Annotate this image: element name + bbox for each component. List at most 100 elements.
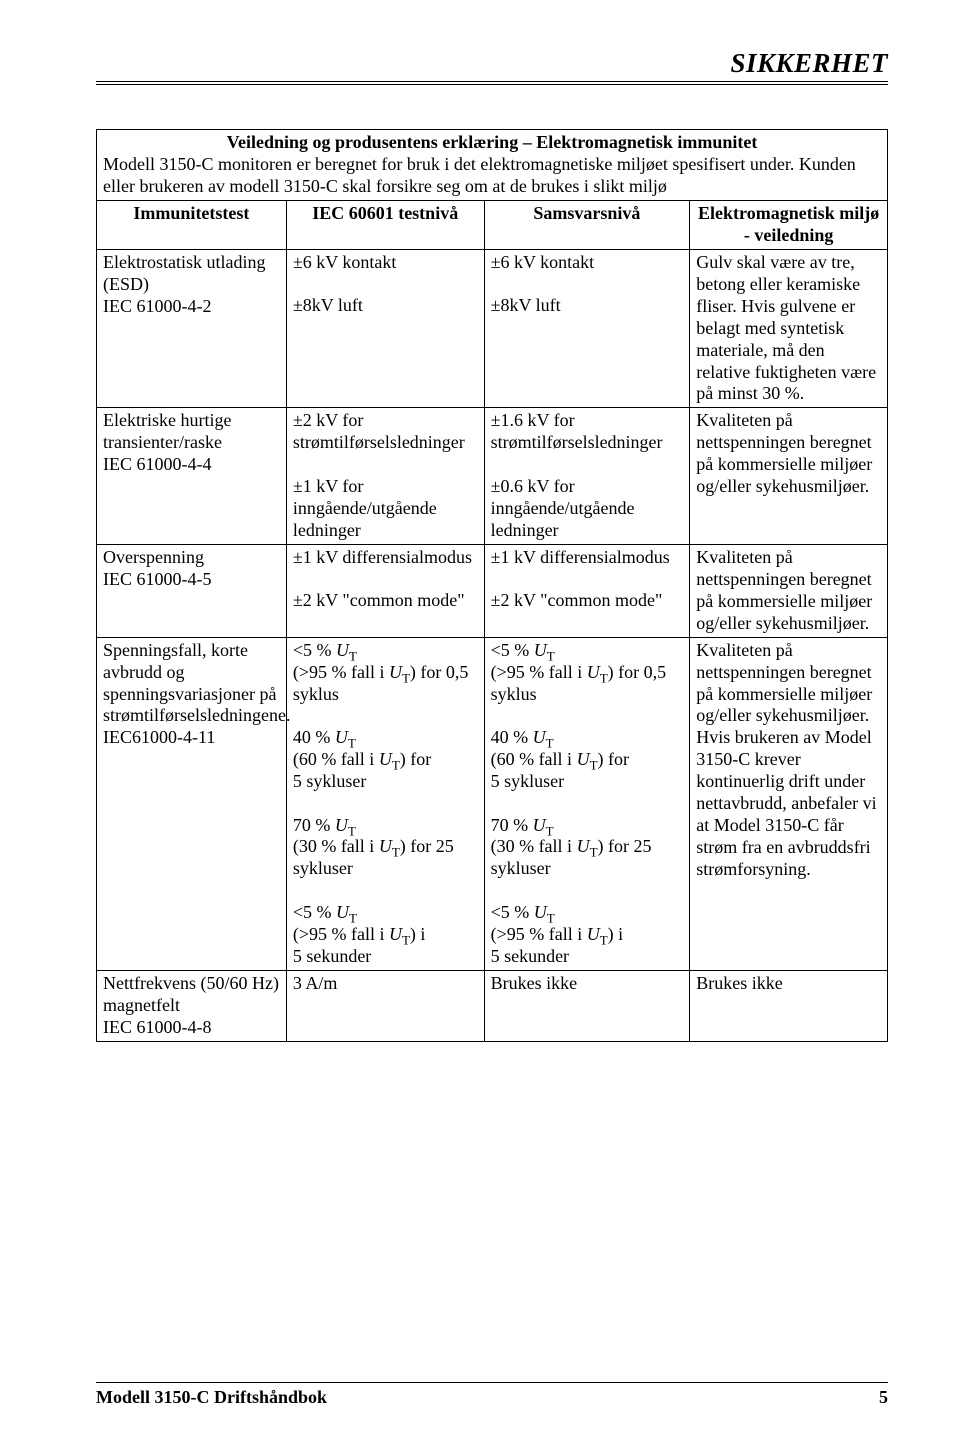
text: U xyxy=(534,640,547,660)
text: ±8kV luft xyxy=(491,295,561,315)
col-header-test: Immunitetstest xyxy=(97,200,287,249)
cell-test-esd: Elektrostatisk utlading (ESD) IEC 61000-… xyxy=(97,249,287,408)
text: 40 % xyxy=(293,727,335,747)
text: <5 % xyxy=(491,902,534,922)
text: (>95 % fall i xyxy=(293,662,389,682)
text: 5 sykluser xyxy=(491,771,565,791)
cell-comp-eft: ±1.6 kV for strømtilførselsledninger ±0.… xyxy=(484,408,690,544)
text: IEC 61000-4-4 xyxy=(103,454,211,474)
text: ) i xyxy=(410,924,426,944)
cell-iec-esd: ±6 kV kontakt ±8kV luft xyxy=(286,249,484,408)
cell-test-surge: Overspenning IEC 61000-4-5 xyxy=(97,544,287,637)
cell-env-pf: Brukes ikke xyxy=(690,970,888,1041)
text: ) for xyxy=(597,749,628,769)
text: U xyxy=(335,815,348,835)
text: T xyxy=(600,933,608,948)
text: U xyxy=(336,902,349,922)
text: ±2 kV for strømtilførselsledninger xyxy=(293,410,465,452)
table-row: Nettfrekvens (50/60 Hz) magnetfelt IEC 6… xyxy=(97,970,888,1041)
col-header-environment: Elektromagnetisk miljø - veiledning xyxy=(690,200,888,249)
text: U xyxy=(534,902,547,922)
text: ±6 kV kontakt xyxy=(293,252,397,272)
text: U xyxy=(533,727,546,747)
table-row: Elektrostatisk utlading (ESD) IEC 61000-… xyxy=(97,249,888,408)
text: (60 % fall i xyxy=(293,749,379,769)
table-subtitle-row: Modell 3150-C monitoren er beregnet for … xyxy=(97,154,888,200)
text: <5 % xyxy=(293,640,336,660)
text: 40 % xyxy=(491,727,533,747)
text: (>95 % fall i xyxy=(491,662,587,682)
cell-env-eft: Kvaliteten på nettspenningen beregnet på… xyxy=(690,408,888,544)
cell-comp-pf: Brukes ikke xyxy=(484,970,690,1041)
text: ±6 kV kontakt xyxy=(491,252,595,272)
text: <5 % xyxy=(491,640,534,660)
text: U xyxy=(577,749,590,769)
text: IEC 61000-4-8 xyxy=(103,1017,211,1037)
text: T xyxy=(402,670,410,685)
text: U xyxy=(577,836,590,856)
table-header-row: Immunitetstest IEC 60601 testnivå Samsva… xyxy=(97,200,888,249)
text: U xyxy=(389,924,402,944)
cell-env-esd: Gulv skal være av tre, betong eller kera… xyxy=(690,249,888,408)
cell-iec-surge: ±1 kV differensialmodus ±2 kV "common mo… xyxy=(286,544,484,637)
text: IEC61000-4-11 xyxy=(103,727,215,747)
text: 5 sekunder xyxy=(293,946,371,966)
table-row: Elektriske hurtige transienter/raske IEC… xyxy=(97,408,888,544)
text: IEC 61000-4-5 xyxy=(103,569,211,589)
text: ±1 kV differensialmodus xyxy=(293,547,472,567)
cell-test-pf: Nettfrekvens (50/60 Hz) magnetfelt IEC 6… xyxy=(97,970,287,1041)
cell-env-dips: Kvaliteten på nettspenningen beregnet på… xyxy=(690,637,888,970)
text: (>95 % fall i xyxy=(293,924,389,944)
cell-comp-dips: <5 % UT (>95 % fall i UT) for 0,5 syklus… xyxy=(484,637,690,970)
text: Elektriske hurtige transienter/raske xyxy=(103,410,231,452)
text: U xyxy=(336,640,349,660)
footer-left: Modell 3150-C Driftshåndbok xyxy=(96,1387,327,1408)
cell-test-eft: Elektriske hurtige transienter/raske IEC… xyxy=(97,408,287,544)
text: 5 sekunder xyxy=(491,946,569,966)
text: U xyxy=(533,815,546,835)
table-title: Veiledning og produsentens erklæring – E… xyxy=(97,130,888,154)
text: U xyxy=(389,662,402,682)
text: ±1 kV for inngående/utgående ledninger xyxy=(293,476,437,540)
text: U xyxy=(587,662,600,682)
page-header: SIKKERHET xyxy=(96,48,888,85)
text: T xyxy=(402,933,410,948)
text: IEC 61000-4-2 xyxy=(103,296,211,316)
cell-comp-surge: ±1 kV differensialmodus ±2 kV "common mo… xyxy=(484,544,690,637)
text: ) for xyxy=(400,749,431,769)
text: (30 % fall i xyxy=(491,836,577,856)
text: Elektrostatisk utlading (ESD) xyxy=(103,252,265,294)
table-subtitle: Modell 3150-C monitoren er beregnet for … xyxy=(97,154,888,200)
text: (30 % fall i xyxy=(293,836,379,856)
cell-iec-dips: <5 % UT (>95 % fall i UT) for 0,5 syklus… xyxy=(286,637,484,970)
text: U xyxy=(379,749,392,769)
text: Nettfrekvens (50/60 Hz) magnetfelt xyxy=(103,973,279,1015)
text: ) i xyxy=(608,924,624,944)
text: ±0.6 kV for inngående/utgående ledninger xyxy=(491,476,635,540)
col-header-iec-level: IEC 60601 testnivå xyxy=(286,200,484,249)
text: Overspenning xyxy=(103,547,204,567)
text: U xyxy=(379,836,392,856)
emc-immunity-table: Veiledning og produsentens erklæring – E… xyxy=(96,129,888,1042)
text: ±1.6 kV for strømtilførselsledninger xyxy=(491,410,663,452)
text: ±1 kV differensialmodus xyxy=(491,547,670,567)
text: T xyxy=(600,670,608,685)
text: T xyxy=(392,758,400,773)
text: U xyxy=(335,727,348,747)
table-title-row: Veiledning og produsentens erklæring – E… xyxy=(97,130,888,154)
text: ±2 kV "common mode" xyxy=(293,590,465,610)
text: Spenningsfall, korte avbrudd og spenning… xyxy=(103,640,290,726)
text: 70 % xyxy=(491,815,533,835)
text: T xyxy=(392,845,400,860)
text: (>95 % fall i xyxy=(491,924,587,944)
table-row: Spenningsfall, korte avbrudd og spenning… xyxy=(97,637,888,970)
text: ±2 kV "common mode" xyxy=(491,590,663,610)
text: (60 % fall i xyxy=(491,749,577,769)
text: U xyxy=(587,924,600,944)
page-number: 5 xyxy=(879,1387,888,1408)
cell-iec-pf: 3 A/m xyxy=(286,970,484,1041)
text: <5 % xyxy=(293,902,336,922)
cell-env-surge: Kvaliteten på nettspenningen beregnet på… xyxy=(690,544,888,637)
table-row: Overspenning IEC 61000-4-5 ±1 kV differe… xyxy=(97,544,888,637)
text: 70 % xyxy=(293,815,335,835)
